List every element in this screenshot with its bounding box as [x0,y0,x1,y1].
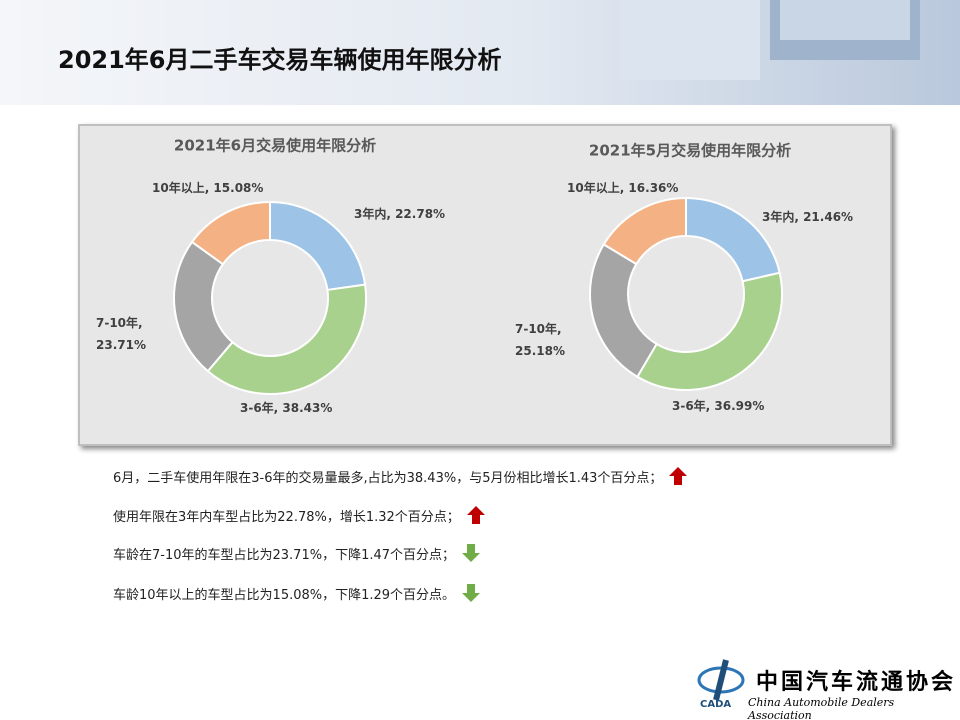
note-text: 6月，二手车使用年限在3-6年的交易量最多,占比为38.43%，与5月份相比增长… [113,470,663,486]
donut-segment [190,200,271,266]
trend-arrow [466,506,485,524]
trend-arrow [669,467,688,485]
logo-english: China Automobile Dealers Association [748,696,895,720]
data-label: 3年内, 22.78% [354,207,446,221]
note-row: 使用年限在3年内车型占比为22.78%，增长1.32个百分点； [113,505,486,525]
note-text: 车龄在7-10年的车型占比为23.71%，下降1.47个百分点； [113,547,456,563]
note-text: 车龄10年以上的车型占比为15.08%，下降1.29个百分点。 [113,587,456,603]
data-label: 10年以上, 16.36% [567,181,679,195]
slide-title: 2021年6月二手车交易车辆使用年限分析 [58,46,502,74]
logo-mark: CADA [696,655,746,710]
note-row: 车龄在7-10年的车型占比为23.71%，下降1.47个百分点； [113,543,481,563]
header-band [0,0,960,105]
arrow-shape [466,506,485,524]
chart-title: 2021年6月交易使用年限分析 [174,137,376,155]
arrow-shape [462,584,481,602]
data-label: 7-10年, 25.18% [515,322,565,358]
data-label: 3-6年, 38.43% [240,401,333,415]
chart-title: 2021年5月交易使用年限分析 [589,142,791,160]
trend-arrow [462,584,481,602]
arrow-shape [462,544,481,562]
donut-segment [635,271,783,391]
note-text: 使用年限在3年内车型占比为22.78%，增长1.32个百分点； [113,509,460,525]
data-label: 3-6年, 36.99% [672,399,765,413]
logo-abbr: CADA [700,699,731,710]
arrow-shape [669,467,688,485]
note-row: 6月，二手车使用年限在3-6年的交易量最多,占比为38.43%，与5月份相比增长… [113,466,688,486]
trend-arrow [462,544,481,562]
data-label: 10年以上, 15.08% [152,181,264,195]
donut-segment [589,243,658,379]
data-label: 3年内, 21.46% [762,210,854,224]
logo-name: 中国汽车流通协会 [756,669,957,695]
donut-segment [206,283,367,395]
donut-segment [269,200,367,292]
note-row: 车龄10年以上的车型占比为15.08%，下降1.29个百分点。 [113,583,481,603]
donut-segment [602,196,687,266]
data-label: 7-10年, 23.71% [96,316,146,352]
